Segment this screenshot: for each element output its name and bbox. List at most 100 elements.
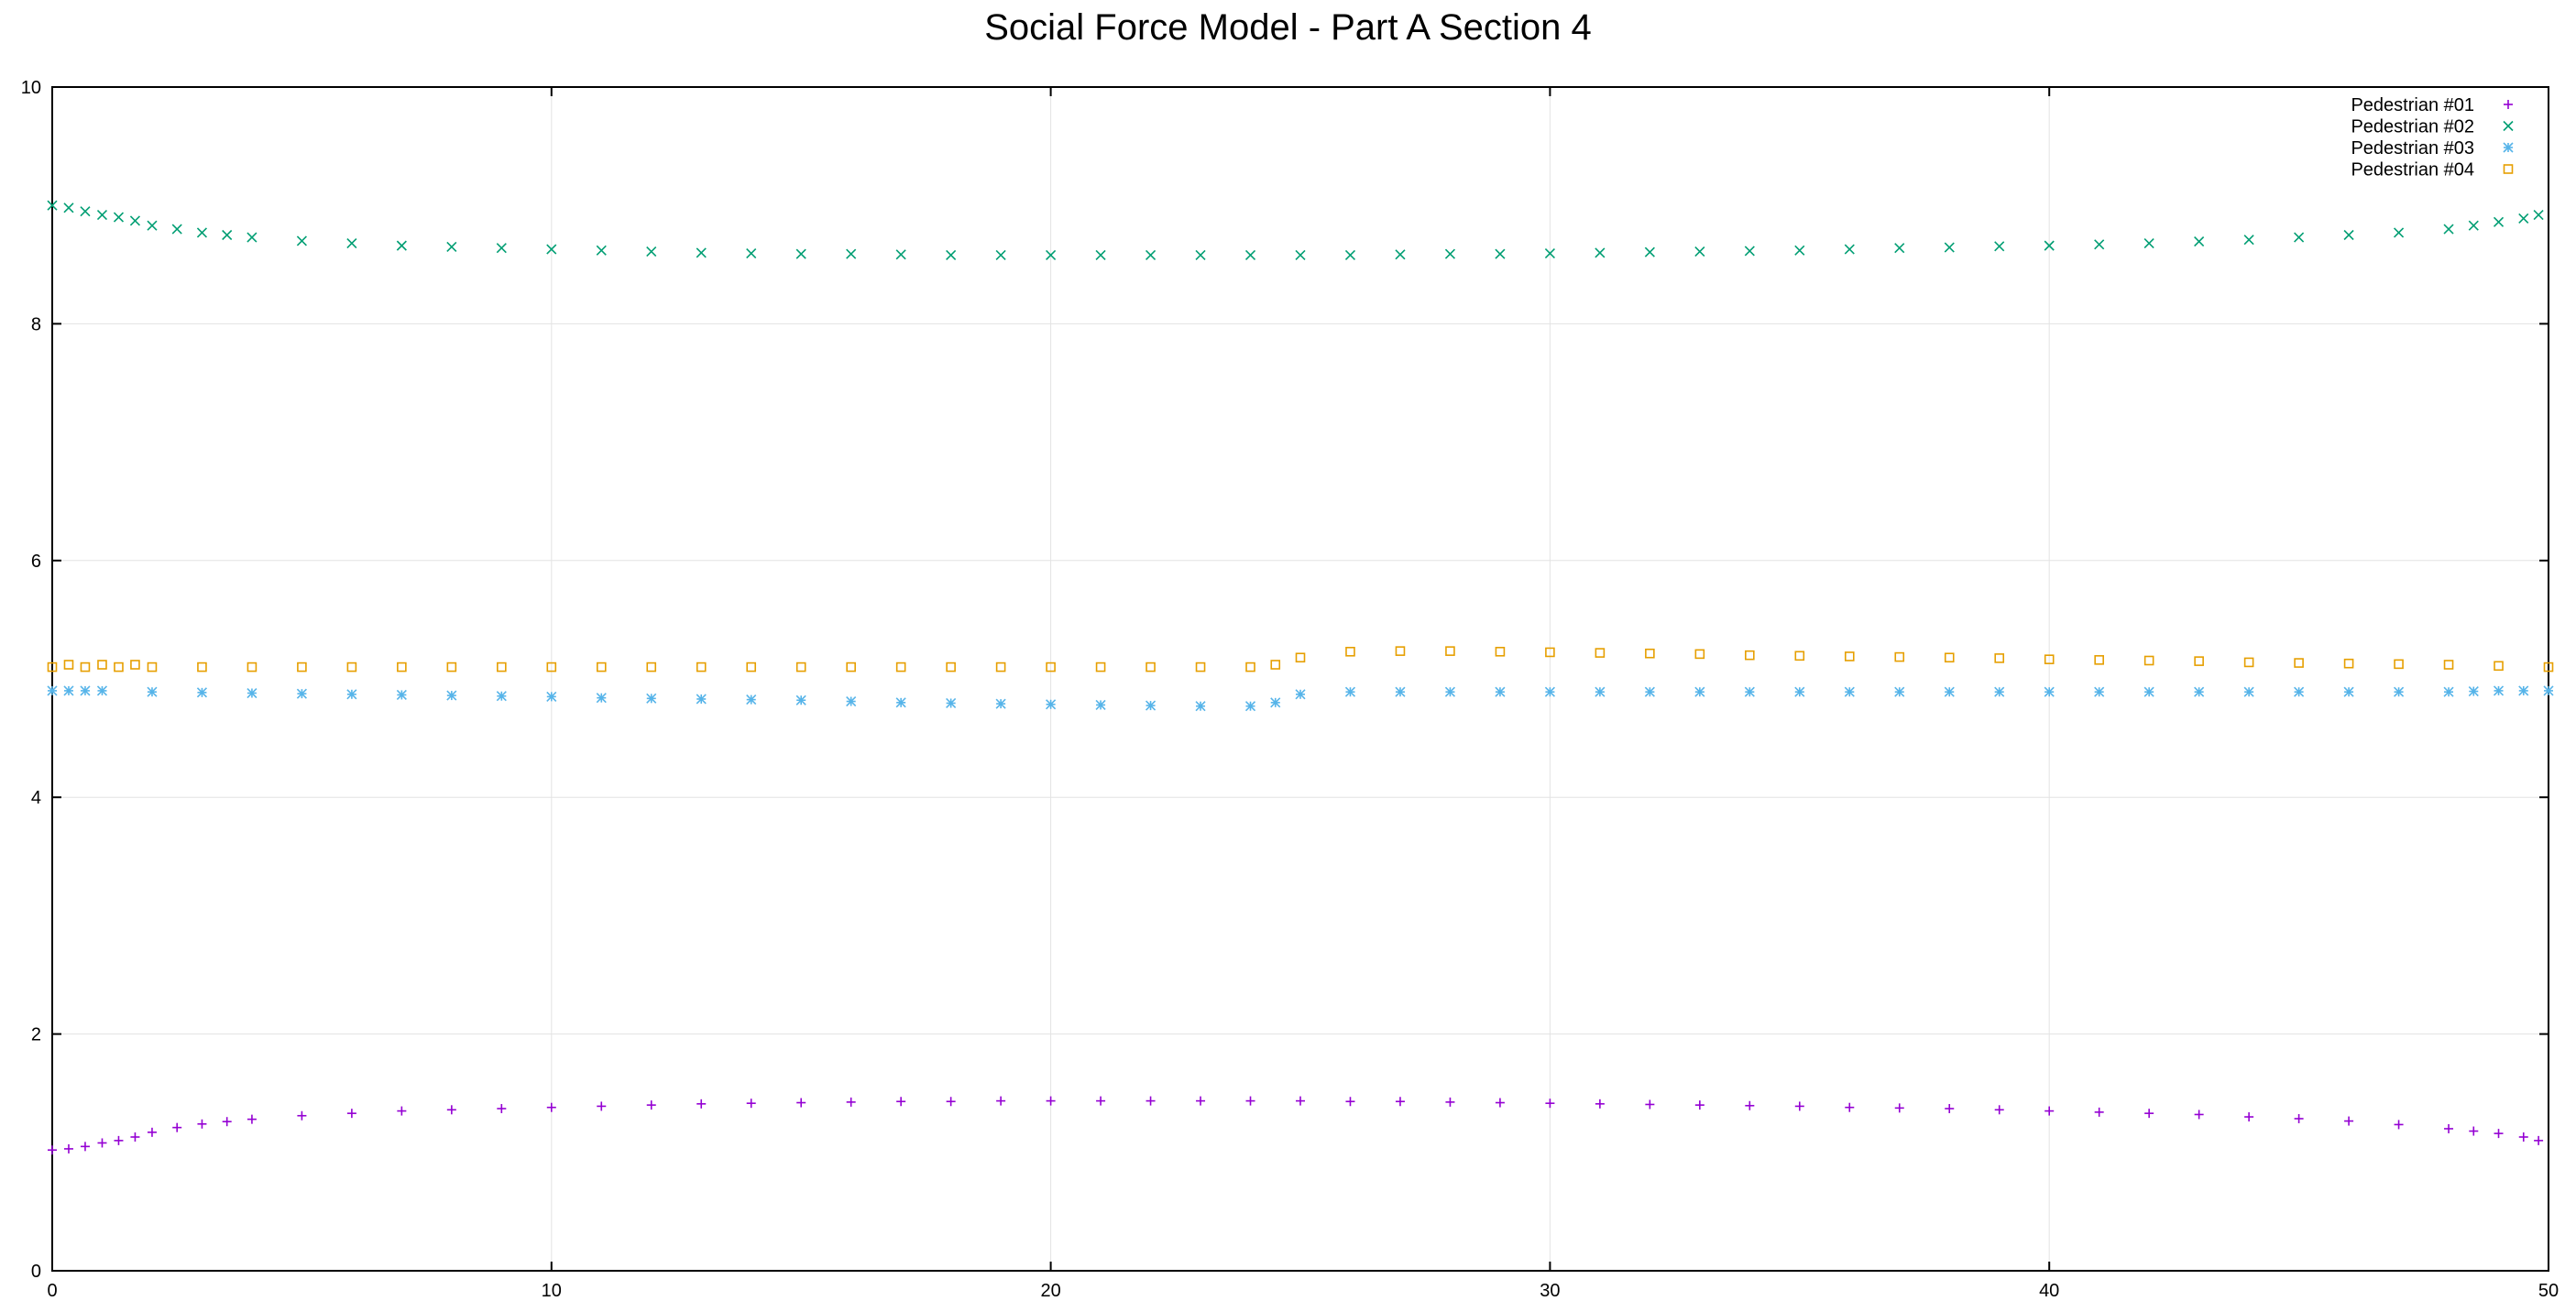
data-point (346, 1109, 356, 1119)
data-point (114, 661, 124, 672)
data-point (2094, 1107, 2104, 1117)
data-point (596, 245, 607, 256)
x-tick-label: 50 (2538, 1281, 2559, 1301)
data-point (1694, 1100, 1705, 1110)
data-point (1195, 701, 1206, 712)
data-point (1196, 1096, 1206, 1106)
data-point (1844, 244, 1855, 255)
data-point (397, 661, 407, 672)
data-point (2468, 220, 2479, 231)
data-point (130, 1132, 140, 1143)
data-point (995, 698, 1006, 709)
data-point (1894, 1103, 1904, 1113)
data-point (2094, 239, 2105, 250)
data-point (1644, 246, 1655, 257)
data-point (222, 1117, 232, 1127)
data-point (63, 1143, 73, 1153)
data-point (1844, 686, 1855, 697)
data-point (546, 244, 557, 255)
data-point (247, 232, 258, 243)
series-3 (47, 685, 2554, 712)
data-point (2543, 661, 2554, 672)
data-point (1595, 686, 1606, 697)
data-point (1096, 1096, 1106, 1106)
data-point (1344, 686, 1356, 697)
data-point (496, 691, 507, 702)
legend-marker (2503, 164, 2514, 174)
data-point (846, 695, 857, 707)
data-point (1544, 686, 1555, 697)
data-point (546, 691, 557, 702)
data-point (796, 1098, 806, 1108)
data-point (497, 661, 507, 672)
data-point (1345, 1097, 1355, 1107)
data-point (247, 661, 258, 672)
data-point (2194, 1110, 2204, 1120)
data-point (1944, 652, 1955, 663)
data-point (2094, 686, 2105, 697)
data-point (696, 661, 707, 672)
data-point (196, 227, 208, 238)
data-point (2294, 658, 2304, 668)
data-point (1046, 699, 1057, 710)
data-point (97, 660, 107, 670)
data-point (2393, 686, 2405, 697)
data-point (1894, 651, 1905, 662)
data-point (2194, 236, 2205, 247)
data-point (1794, 1101, 1804, 1111)
data-point (80, 661, 91, 672)
data-point (1745, 650, 1755, 661)
data-point (2518, 213, 2529, 224)
data-point (895, 661, 906, 672)
grid (52, 87, 2549, 1271)
data-point (696, 1099, 707, 1109)
series-4 (47, 646, 2554, 672)
data-point (1844, 651, 1855, 661)
data-point (2243, 657, 2254, 668)
data-point (2343, 658, 2354, 669)
data-point (346, 237, 357, 249)
data-point (1095, 249, 1106, 261)
data-point (2343, 686, 2354, 697)
data-point (646, 246, 657, 257)
data-point (1395, 249, 1406, 260)
data-point (247, 1114, 257, 1124)
data-point (1395, 686, 1406, 697)
data-point (297, 661, 307, 672)
data-point (795, 661, 806, 672)
data-point (1644, 686, 1655, 697)
data-point (113, 212, 125, 223)
data-point (396, 689, 407, 701)
data-point (746, 661, 757, 672)
data-point (47, 200, 58, 211)
data-point (172, 1122, 182, 1132)
data-point (222, 229, 233, 241)
x-tick-label: 0 (47, 1281, 57, 1301)
data-point (396, 240, 407, 251)
data-point (1095, 699, 1106, 710)
x-tick-label: 30 (1540, 1281, 1560, 1301)
data-point (247, 687, 258, 699)
data-point (946, 697, 957, 709)
data-point (1744, 246, 1755, 257)
data-point (995, 249, 1006, 261)
data-point (196, 687, 208, 698)
data-point (446, 661, 457, 672)
data-point (546, 661, 557, 672)
data-point (1794, 686, 1805, 697)
data-point (96, 209, 108, 221)
data-point (1545, 647, 1555, 658)
data-point (2493, 685, 2505, 696)
legend-label: Pedestrian #02 (2351, 117, 2474, 137)
data-point (795, 248, 806, 259)
data-point (2494, 1129, 2504, 1139)
data-point (2194, 686, 2205, 697)
legend-label: Pedestrian #01 (2351, 95, 2474, 115)
data-point (2194, 656, 2204, 666)
data-point (996, 1096, 1006, 1106)
data-point (130, 660, 140, 670)
data-point (946, 661, 956, 672)
data-point (1046, 1096, 1056, 1106)
data-point (1145, 700, 1156, 711)
data-point (1444, 248, 1456, 259)
